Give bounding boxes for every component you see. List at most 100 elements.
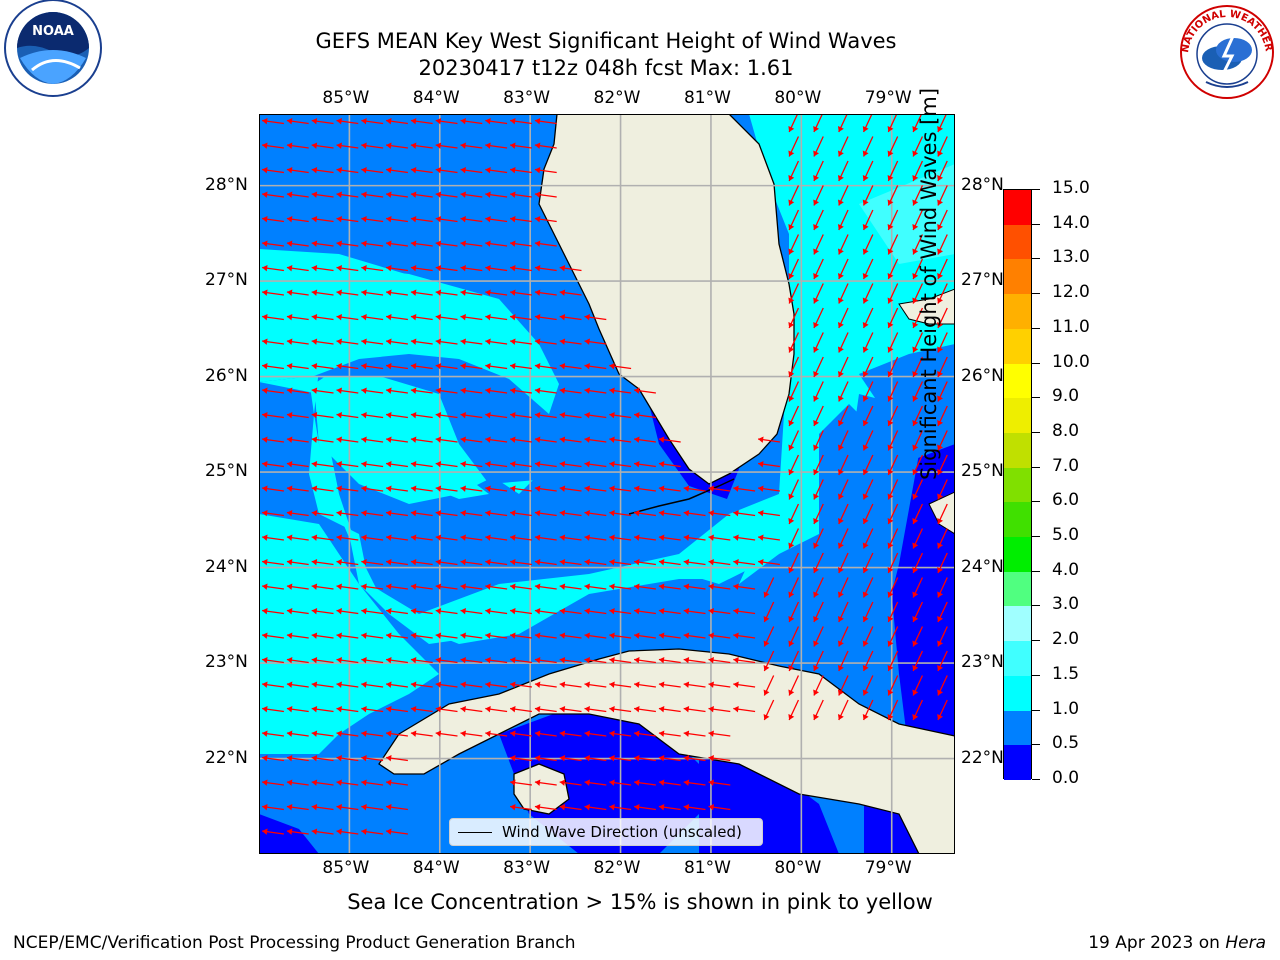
wind-arrow <box>386 779 408 786</box>
wind-arrow <box>887 675 899 696</box>
wind-arrow <box>510 387 532 394</box>
wind-arrow <box>912 552 924 574</box>
wind-arrow <box>361 191 384 198</box>
wind-arrow <box>862 332 874 353</box>
wind-arrow <box>559 730 582 737</box>
wind-arrow <box>361 607 384 615</box>
wind-arrow <box>912 699 924 721</box>
wind-arrow <box>683 583 706 590</box>
wind-arrow <box>559 338 582 345</box>
wind-arrow <box>912 454 924 476</box>
wind-arrow <box>937 332 948 353</box>
wind-arrow <box>311 607 334 615</box>
wind-arrow <box>609 362 632 370</box>
wind-arrow <box>435 387 458 394</box>
wind-arrow <box>634 754 656 762</box>
wind-arrow <box>336 509 359 517</box>
wind-arrow <box>286 485 309 492</box>
lat-tick-label: 28°N <box>961 174 1004 195</box>
wind-arrow <box>609 730 632 737</box>
wind-arrow <box>887 356 899 378</box>
land-cuba <box>378 648 955 854</box>
wind-arrow <box>336 681 359 688</box>
wind-arrow <box>311 387 334 394</box>
wind-arrow <box>658 656 681 664</box>
wind-arrow <box>435 117 458 125</box>
wind-arrow <box>559 779 582 786</box>
colorbar-tick <box>1032 501 1040 503</box>
wind-arrow <box>311 411 334 419</box>
wind-arrow <box>460 362 483 370</box>
lat-tick-label: 27°N <box>961 270 1004 291</box>
colorbar-segment <box>1004 432 1031 468</box>
wind-arrow <box>609 754 632 762</box>
wind-arrow <box>361 387 384 394</box>
wind-arrow <box>485 583 508 590</box>
wind-arrow <box>788 114 799 133</box>
wind-arrow <box>311 632 334 639</box>
wind-arrow <box>788 136 800 157</box>
wind-arrow <box>634 583 656 590</box>
wind-arrow <box>559 583 582 590</box>
wind-arrow <box>584 411 607 419</box>
wind-arrow <box>410 534 433 541</box>
wind-arrow <box>286 558 309 566</box>
wind-arrow <box>758 534 780 541</box>
wind-arrow <box>683 485 706 492</box>
wind-arrow <box>435 485 458 492</box>
wind-arrow <box>559 803 582 811</box>
wind-arrow <box>813 430 824 451</box>
wind-arrow <box>837 503 849 525</box>
lat-tick-label: 28°N <box>205 174 248 195</box>
wind-arrow <box>262 387 284 394</box>
wind-arrow <box>435 656 458 664</box>
wind-arrow <box>887 528 899 549</box>
wind-arrow <box>460 215 483 223</box>
wind-arrow <box>460 607 483 615</box>
wind-arrow <box>262 142 284 149</box>
wind-arrow <box>862 209 874 231</box>
wind-arrow <box>460 264 483 272</box>
noaa-logo: NOAA <box>2 0 104 100</box>
wind-arrow <box>336 730 359 737</box>
wind-arrow <box>862 114 873 133</box>
wind-arrow <box>336 534 359 541</box>
wind-arrow <box>584 583 607 590</box>
wind-arrow <box>937 577 948 598</box>
wind-arrow <box>262 338 284 345</box>
colorbar-tick-label: 12.0 <box>1052 282 1090 303</box>
wind-arrow <box>435 730 458 737</box>
wind-arrow <box>386 632 408 639</box>
wind-arrow <box>758 460 780 468</box>
wind-arrow <box>386 166 408 174</box>
wind-arrow <box>837 675 849 696</box>
wind-arrow <box>485 558 508 566</box>
wind-arrow <box>510 583 532 590</box>
wind-arrow <box>311 509 334 517</box>
colorbar-tick-label: 3.0 <box>1052 594 1080 615</box>
wind-arrow <box>813 577 824 598</box>
wind-arrow <box>937 283 948 304</box>
wind-arrow <box>733 534 756 541</box>
wind-arrow <box>510 436 532 443</box>
wind-arrow <box>788 675 800 696</box>
wind-arrow <box>862 136 874 157</box>
wind-arrow <box>634 558 656 566</box>
wind-arrow <box>634 681 656 688</box>
wind-arrow <box>634 460 656 468</box>
wind-arrow <box>813 283 824 304</box>
wind-arrow <box>534 191 557 198</box>
lon-tick-label: 85°W <box>322 88 370 108</box>
wind-arrow <box>862 577 874 598</box>
lat-tick-label: 22°N <box>205 747 248 768</box>
wind-arrow <box>311 240 334 247</box>
wind-arrow <box>733 607 756 615</box>
wind-arrow <box>311 117 334 125</box>
colorbar-tick <box>1032 293 1040 295</box>
wind-arrow <box>609 803 632 811</box>
wind-arrow <box>510 264 532 272</box>
wind-arrow <box>862 503 874 525</box>
wind-arrow <box>410 583 433 590</box>
wind-arrow <box>336 289 359 296</box>
wind-arrow <box>862 160 874 182</box>
